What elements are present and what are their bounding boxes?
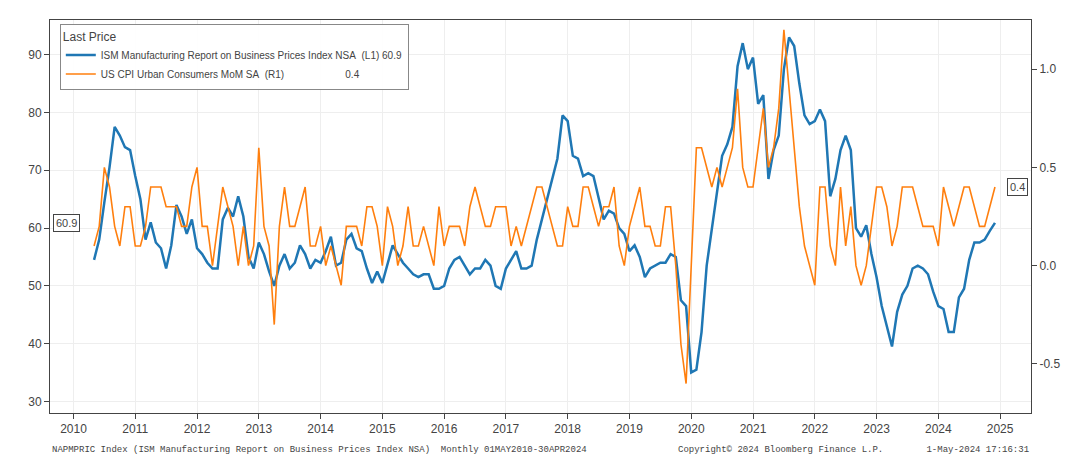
svg-text:80: 80 bbox=[28, 106, 42, 120]
svg-text:0.5: 0.5 bbox=[1039, 161, 1056, 175]
svg-text:2012: 2012 bbox=[184, 422, 211, 436]
svg-text:50: 50 bbox=[28, 279, 42, 293]
svg-text:1.0: 1.0 bbox=[1039, 62, 1056, 76]
svg-text:0.0: 0.0 bbox=[1039, 259, 1056, 273]
svg-text:2023: 2023 bbox=[863, 422, 890, 436]
svg-text:US CPI Urban Consumers MoM SA: US CPI Urban Consumers MoM SA (R1) 0.4 bbox=[101, 69, 360, 80]
svg-text:2021: 2021 bbox=[740, 422, 767, 436]
svg-text:2016: 2016 bbox=[431, 422, 458, 436]
svg-text:2022: 2022 bbox=[801, 422, 828, 436]
svg-text:Copyright© 2024 Bloomberg Fina: Copyright© 2024 Bloomberg Finance L.P. 1… bbox=[678, 445, 1029, 455]
svg-text:ISM Manufacturing Report on Bu: ISM Manufacturing Report on Business Pri… bbox=[101, 50, 402, 61]
svg-text:NAPMPRIC Index (ISM Manufactur: NAPMPRIC Index (ISM Manufacturing Report… bbox=[52, 445, 587, 455]
svg-text:2025: 2025 bbox=[987, 422, 1014, 436]
svg-text:90: 90 bbox=[28, 48, 42, 62]
svg-text:-0.5: -0.5 bbox=[1039, 357, 1060, 371]
svg-text:Last Price: Last Price bbox=[63, 30, 117, 44]
svg-text:2015: 2015 bbox=[369, 422, 396, 436]
svg-text:2010: 2010 bbox=[60, 422, 87, 436]
svg-text:0.4: 0.4 bbox=[1010, 181, 1025, 193]
svg-text:2017: 2017 bbox=[493, 422, 520, 436]
svg-text:60.9: 60.9 bbox=[56, 217, 77, 229]
svg-text:2018: 2018 bbox=[554, 422, 581, 436]
svg-text:2024: 2024 bbox=[925, 422, 952, 436]
svg-text:2014: 2014 bbox=[307, 422, 334, 436]
svg-text:30: 30 bbox=[28, 395, 42, 409]
svg-text:60: 60 bbox=[28, 221, 42, 235]
svg-text:2019: 2019 bbox=[616, 422, 643, 436]
svg-text:2020: 2020 bbox=[678, 422, 705, 436]
svg-text:70: 70 bbox=[28, 163, 42, 177]
svg-text:2013: 2013 bbox=[245, 422, 272, 436]
svg-text:2011: 2011 bbox=[122, 422, 148, 436]
svg-text:40: 40 bbox=[28, 337, 42, 351]
